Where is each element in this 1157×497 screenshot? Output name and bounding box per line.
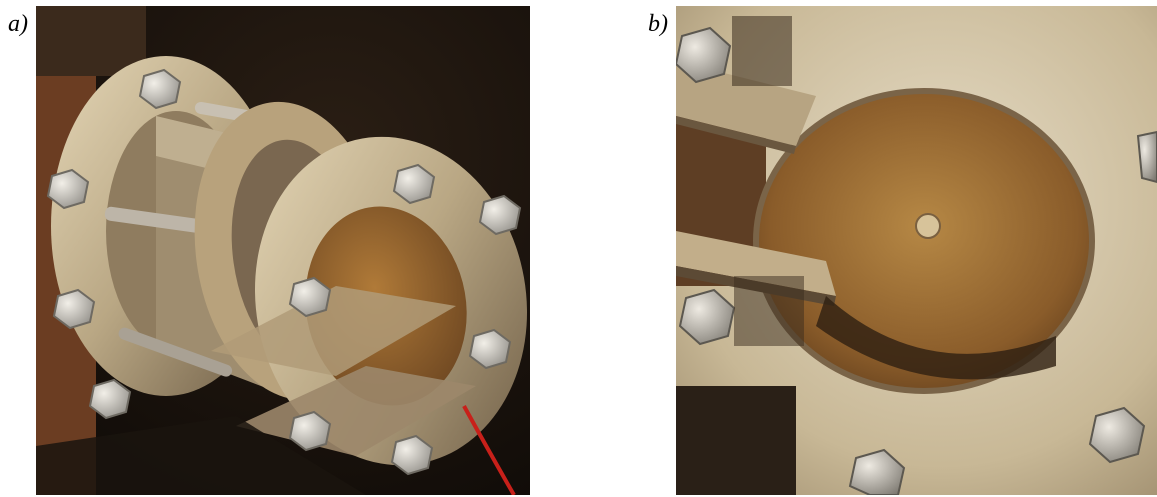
flange-assembly-photo-icon [36, 6, 530, 495]
flange-bore-closeup-photo-icon [676, 6, 1157, 495]
panel-a-photo [36, 6, 530, 495]
panel-b-label: b) [648, 11, 668, 37]
panel-a-label: a) [8, 11, 28, 37]
panel-b-photo [676, 6, 1157, 495]
